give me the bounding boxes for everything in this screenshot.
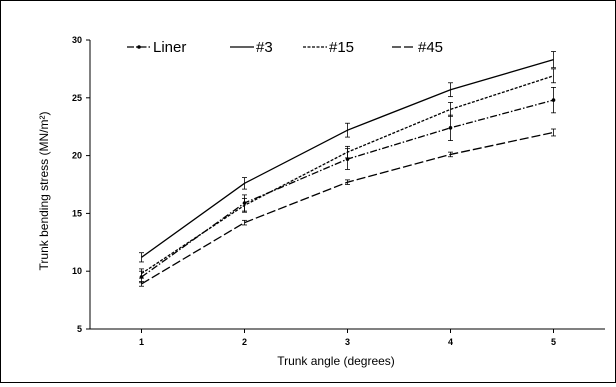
legend-item: #15 [303,39,354,56]
x-tick-label: 2 [242,337,247,347]
x-axis-label: Trunk angle (degrees) [277,354,395,368]
y-tick-label: 30 [72,35,82,45]
y-tick-label: 5 [77,324,82,334]
legend-item: #3 [230,39,273,56]
series-line [141,75,554,275]
series-layer [139,51,556,287]
y-tick-label: 10 [72,266,82,276]
y-ticks: 5 10 15 20 25 30 [72,35,90,334]
x-ticks: 1 2 3 4 5 [139,329,556,347]
series-45 [139,128,556,287]
legend-item: #45 [392,39,443,56]
x-tick-label: 5 [551,337,556,347]
series-15 [139,68,556,279]
x-tick-label: 4 [448,337,453,347]
y-axis-label: Trunk bending stress (MN/m²) [37,112,51,271]
legend-item: Liner [127,39,186,56]
data-point [551,98,556,102]
legend-label: #45 [418,39,443,56]
series-liner [139,86,556,284]
legend-label: #15 [329,39,354,56]
x-tick-label: 1 [139,337,144,347]
x-tick-label: 3 [345,337,350,347]
y-tick-label: 20 [72,151,82,161]
legend: Liner #3 #15 #45 [127,39,443,56]
data-point [448,126,453,130]
legend-label: #3 [256,39,273,56]
legend-marker [137,45,141,49]
series-3 [139,51,556,263]
y-tick-label: 25 [72,93,82,103]
y-tick-label: 15 [72,208,82,218]
legend-label: Liner [153,39,186,56]
